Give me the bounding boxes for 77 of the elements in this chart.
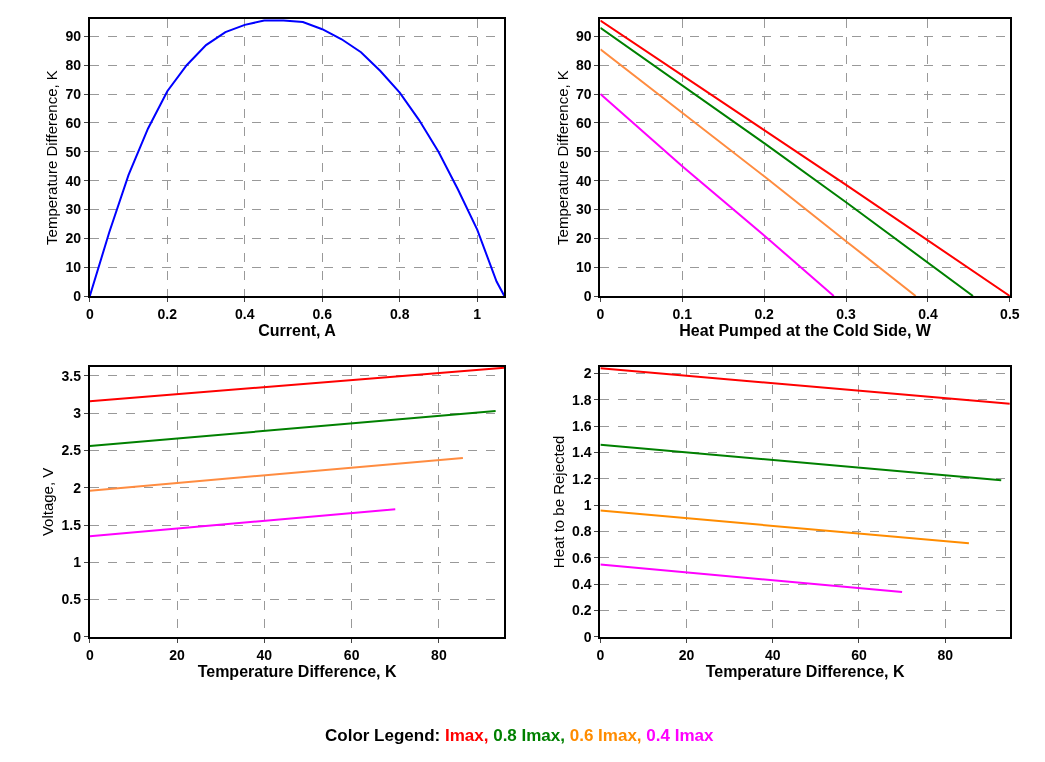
x-tick-label: 40 [256, 646, 273, 663]
x-axis-title: Temperature Difference, K [705, 662, 905, 680]
y-tick-label: 30 [65, 201, 82, 218]
x-tick-label: 0 [596, 305, 605, 322]
y-axis-title: Temperature Difference, K [553, 70, 571, 245]
y-tick-label: 60 [65, 114, 82, 131]
y-tick-label: 70 [65, 85, 82, 102]
y-tick-label: 0.8 [572, 523, 592, 540]
y-axis-title: Voltage, V [39, 467, 57, 537]
x-axis-title: Heat Pumped at the Cold Side, W [679, 321, 932, 339]
y-tick-label: 90 [65, 28, 82, 45]
y-tick-label: 40 [65, 172, 82, 189]
text: 0.4 Imax [646, 726, 714, 745]
y-tick-label: 1.2 [572, 470, 592, 487]
y-tick-label: 60 [576, 114, 592, 131]
x-tick-label: 0.6 [312, 305, 333, 322]
x-tick-label: 0.4 [918, 305, 938, 322]
x-tick-label: 20 [169, 646, 186, 663]
y-tick-label: 40 [576, 172, 592, 189]
x-tick-label: 60 [851, 646, 867, 663]
text: 0.6 Imax, [569, 726, 642, 745]
y-tick-label: 90 [576, 28, 592, 45]
y-tick-label: 0 [73, 628, 82, 645]
y-tick-label: 1 [583, 497, 592, 514]
text: 0.8 Imax, [493, 726, 565, 745]
y-tick-label: 20 [65, 230, 82, 247]
x-axis-title: Current, A [258, 321, 337, 339]
y-tick-label: 0.2 [572, 602, 592, 619]
x-tick-label: 40 [764, 646, 781, 663]
x-tick-label: 0.2 [157, 305, 178, 322]
y-tick-label: 1 [73, 554, 82, 571]
x-tick-label: 0 [596, 646, 605, 663]
y-tick-label: 70 [576, 85, 592, 102]
x-tick-label: 80 [937, 646, 954, 663]
x-tick-label: 80 [431, 646, 447, 663]
y-tick-label: 0.5 [61, 591, 82, 608]
y-tick-label: 2 [583, 365, 592, 382]
y-tick-label: 2.5 [61, 442, 82, 459]
y-tick-label: 20 [576, 230, 592, 247]
y-tick-label: 1.5 [61, 516, 82, 533]
y-tick-label: 3.5 [61, 367, 82, 384]
y-tick-label: 0.4 [572, 576, 592, 593]
x-tick-label: 0 [85, 305, 94, 322]
y-axis-title: Heat to be Rejected [549, 435, 567, 569]
y-tick-label: 0 [73, 287, 82, 304]
y-tick-label: 3 [73, 405, 82, 422]
legend-title: Color Legend: [325, 726, 441, 745]
y-tick-label: 80 [576, 57, 592, 74]
y-tick-label: 1.6 [572, 418, 592, 435]
y-tick-label: 50 [65, 143, 82, 160]
x-tick-label: 0.5 [1000, 305, 1020, 322]
line-series [600, 48, 917, 296]
y-tick-label: 80 [65, 57, 82, 74]
y-tick-label: 10 [65, 259, 82, 276]
y-tick-label: 50 [576, 143, 592, 160]
y-tick-label: 0 [583, 628, 592, 645]
x-tick-label: 0.8 [390, 305, 410, 322]
x-tick-label: 0.2 [754, 305, 775, 322]
x-tick-label: 20 [678, 646, 695, 663]
x-tick-label: 1 [473, 305, 482, 322]
y-tick-label: 0.6 [572, 549, 592, 566]
x-axis-title: Temperature Difference, K [197, 662, 397, 680]
x-tick-label: 0 [85, 646, 94, 663]
text: Imax, [444, 726, 489, 745]
y-tick-label: 1.8 [572, 391, 592, 408]
y-tick-label: 2 [73, 479, 82, 496]
y-tick-label: 30 [576, 201, 592, 218]
x-tick-label: 0.3 [836, 305, 856, 322]
y-tick-label: 1.4 [572, 444, 592, 461]
y-tick-label: 10 [576, 259, 592, 276]
y-tick-label: 0 [583, 287, 592, 304]
y-axis-title: Temperature Difference, K [43, 70, 61, 245]
x-tick-label: 0.4 [235, 305, 255, 322]
x-tick-label: 60 [343, 646, 360, 663]
line-series [89, 19, 505, 296]
x-tick-label: 0.1 [672, 305, 693, 322]
line-series [600, 93, 835, 296]
